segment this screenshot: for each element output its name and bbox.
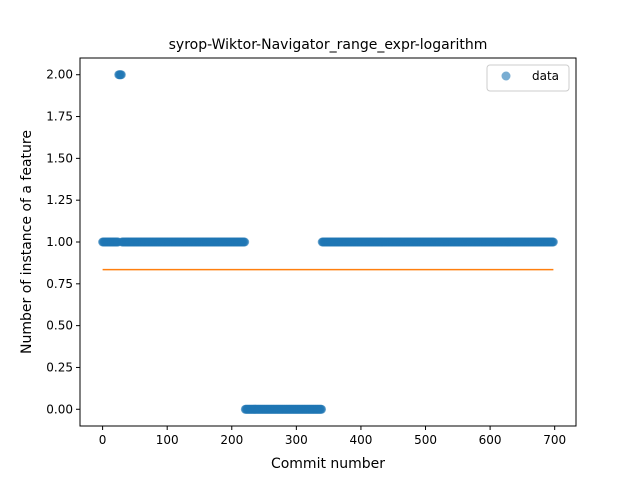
data-points [98, 70, 558, 414]
y-tick-label: 1.50 [46, 151, 73, 165]
legend: data [486, 64, 570, 92]
x-axis-label: Commit number [271, 456, 385, 472]
y-axis: 0.00 0.25 0.50 0.75 1.00 1.25 1.50 1.75 2.00 [46, 68, 80, 416]
y-tick-label: 0.75 [46, 277, 73, 291]
y-tick-label: 1.25 [46, 193, 73, 207]
chart-title: syrop-Wiktor-Navigator_range_expr-logari… [169, 37, 488, 53]
y-tick-label: 0.00 [46, 402, 73, 416]
x-tick-label: 600 [479, 433, 502, 447]
x-tick-label: 700 [543, 433, 566, 447]
x-tick-label: 0 [99, 433, 107, 447]
y-tick-label: 2.00 [46, 68, 73, 82]
x-tick-label: 200 [220, 433, 243, 447]
x-tick-label: 400 [349, 433, 372, 447]
legend-box [486, 64, 570, 92]
y-tick-label: 1.00 [46, 235, 73, 249]
y-tick-label: 0.25 [46, 360, 73, 374]
x-tick-label: 500 [414, 433, 437, 447]
data-point [548, 237, 558, 247]
legend-label-data: data [532, 69, 559, 83]
legend-marker-data [501, 71, 511, 81]
data-point [317, 404, 327, 414]
x-tick-label: 100 [156, 433, 179, 447]
data-point [240, 237, 250, 247]
x-tick-label: 300 [285, 433, 308, 447]
y-tick-label: 0.50 [46, 319, 73, 333]
y-tick-label: 1.75 [46, 110, 73, 124]
x-axis: 0 100 200 300 400 500 600 700 [99, 426, 566, 447]
y-axis-label: Number of instance of a feature [19, 130, 35, 354]
data-point [116, 70, 126, 80]
